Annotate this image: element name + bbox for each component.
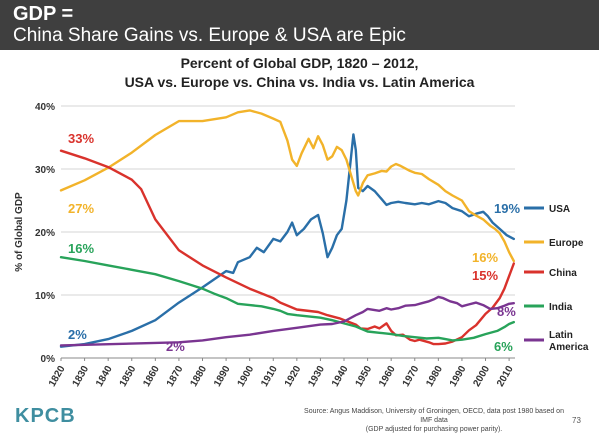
start-label-china: 33% [68,131,94,146]
start-label-usa: 2% [68,327,87,342]
slide-title-line1: GDP = [13,3,74,25]
series-line-europe [59,109,515,263]
end-label-usa: 19% [494,201,520,216]
source-line-2: (GDP adjusted for purchasing power parit… [365,426,503,433]
x-tick-label: 1930 [306,364,327,389]
x-tick-label: 1990 [448,364,469,389]
end-label-europe: 16% [472,250,498,265]
end-label-china: 15% [472,268,498,283]
x-tick-label: 1910 [259,364,280,389]
y-axis-label: % of Global GDP [14,192,25,272]
chart-data-labels: 2% 19% 27% 16% 33% 15% 16% 6% 2% 8% [68,131,520,354]
slide-title-line2: China Share Gains vs. Europe & USA are E… [13,25,406,46]
legend-label: America [549,342,589,353]
chart-subtitle: USA vs. Europe vs. China vs. India vs. L… [124,74,475,90]
slide-header: GDP = China Share Gains vs. Europe & USA… [0,0,599,50]
chart-gridlines [61,105,515,359]
y-tick-label: 40% [35,102,55,113]
chart-series [59,109,515,348]
x-tick-label: 1960 [377,364,398,389]
kpcb-logo: KPCB [15,405,76,427]
y-tick-label: 10% [35,291,55,302]
x-tick-label: 2000 [471,364,492,389]
legend-label: India [549,302,573,313]
source-line-1: Source: Angus Maddison, University of Gr… [304,408,564,424]
x-tick-label: 1900 [236,364,257,389]
chart-title: Percent of Global GDP, 1820 – 2012, [180,55,419,71]
x-tick-label: 1970 [401,364,422,389]
end-label-latin-america: 8% [497,304,516,319]
series-line-usa [59,133,515,348]
legend-label: Europe [549,238,584,249]
x-tick-label: 1950 [354,364,375,389]
start-label-latin-america: 2% [166,339,185,354]
x-tick-label: 1840 [94,364,115,389]
x-tick-label: 1980 [424,364,445,389]
series-line-china [59,149,515,346]
x-tick-label: 1890 [212,364,233,389]
y-tick-label: 20% [35,228,55,239]
y-tick-label: 30% [35,165,55,176]
end-label-india: 6% [494,339,513,354]
series-line-latin-america [59,295,515,347]
x-tick-label: 1850 [118,364,139,389]
line-chart: 0%10%20%30%40%1820 1830 1840 1850 1860 1870 18… [14,102,589,389]
x-tick-label: 1940 [330,364,351,389]
x-tick-label: 2010 [495,364,516,389]
x-tick-label: 1880 [188,364,209,389]
page-number: 73 [572,416,581,425]
x-tick-label: 1920 [283,364,304,389]
x-tick-label: 1820 [47,364,68,389]
legend-label: Latin [549,330,573,341]
start-label-europe: 27% [68,201,94,216]
x-tick-label: 1830 [71,364,92,389]
series-line-india [59,256,515,342]
x-tick-label: 1860 [141,364,162,389]
legend-label: USA [549,204,570,215]
start-label-india: 16% [68,241,94,256]
legend-label: China [549,268,577,279]
x-tick-label: 1870 [165,364,186,389]
y-tick-label: 0% [41,354,56,365]
chart-axes: 0%10%20%30%40%1820 1830 1840 1850 1860 1870 18… [14,102,516,389]
source-note: Source: Angus Maddison, University of Gr… [300,407,568,434]
